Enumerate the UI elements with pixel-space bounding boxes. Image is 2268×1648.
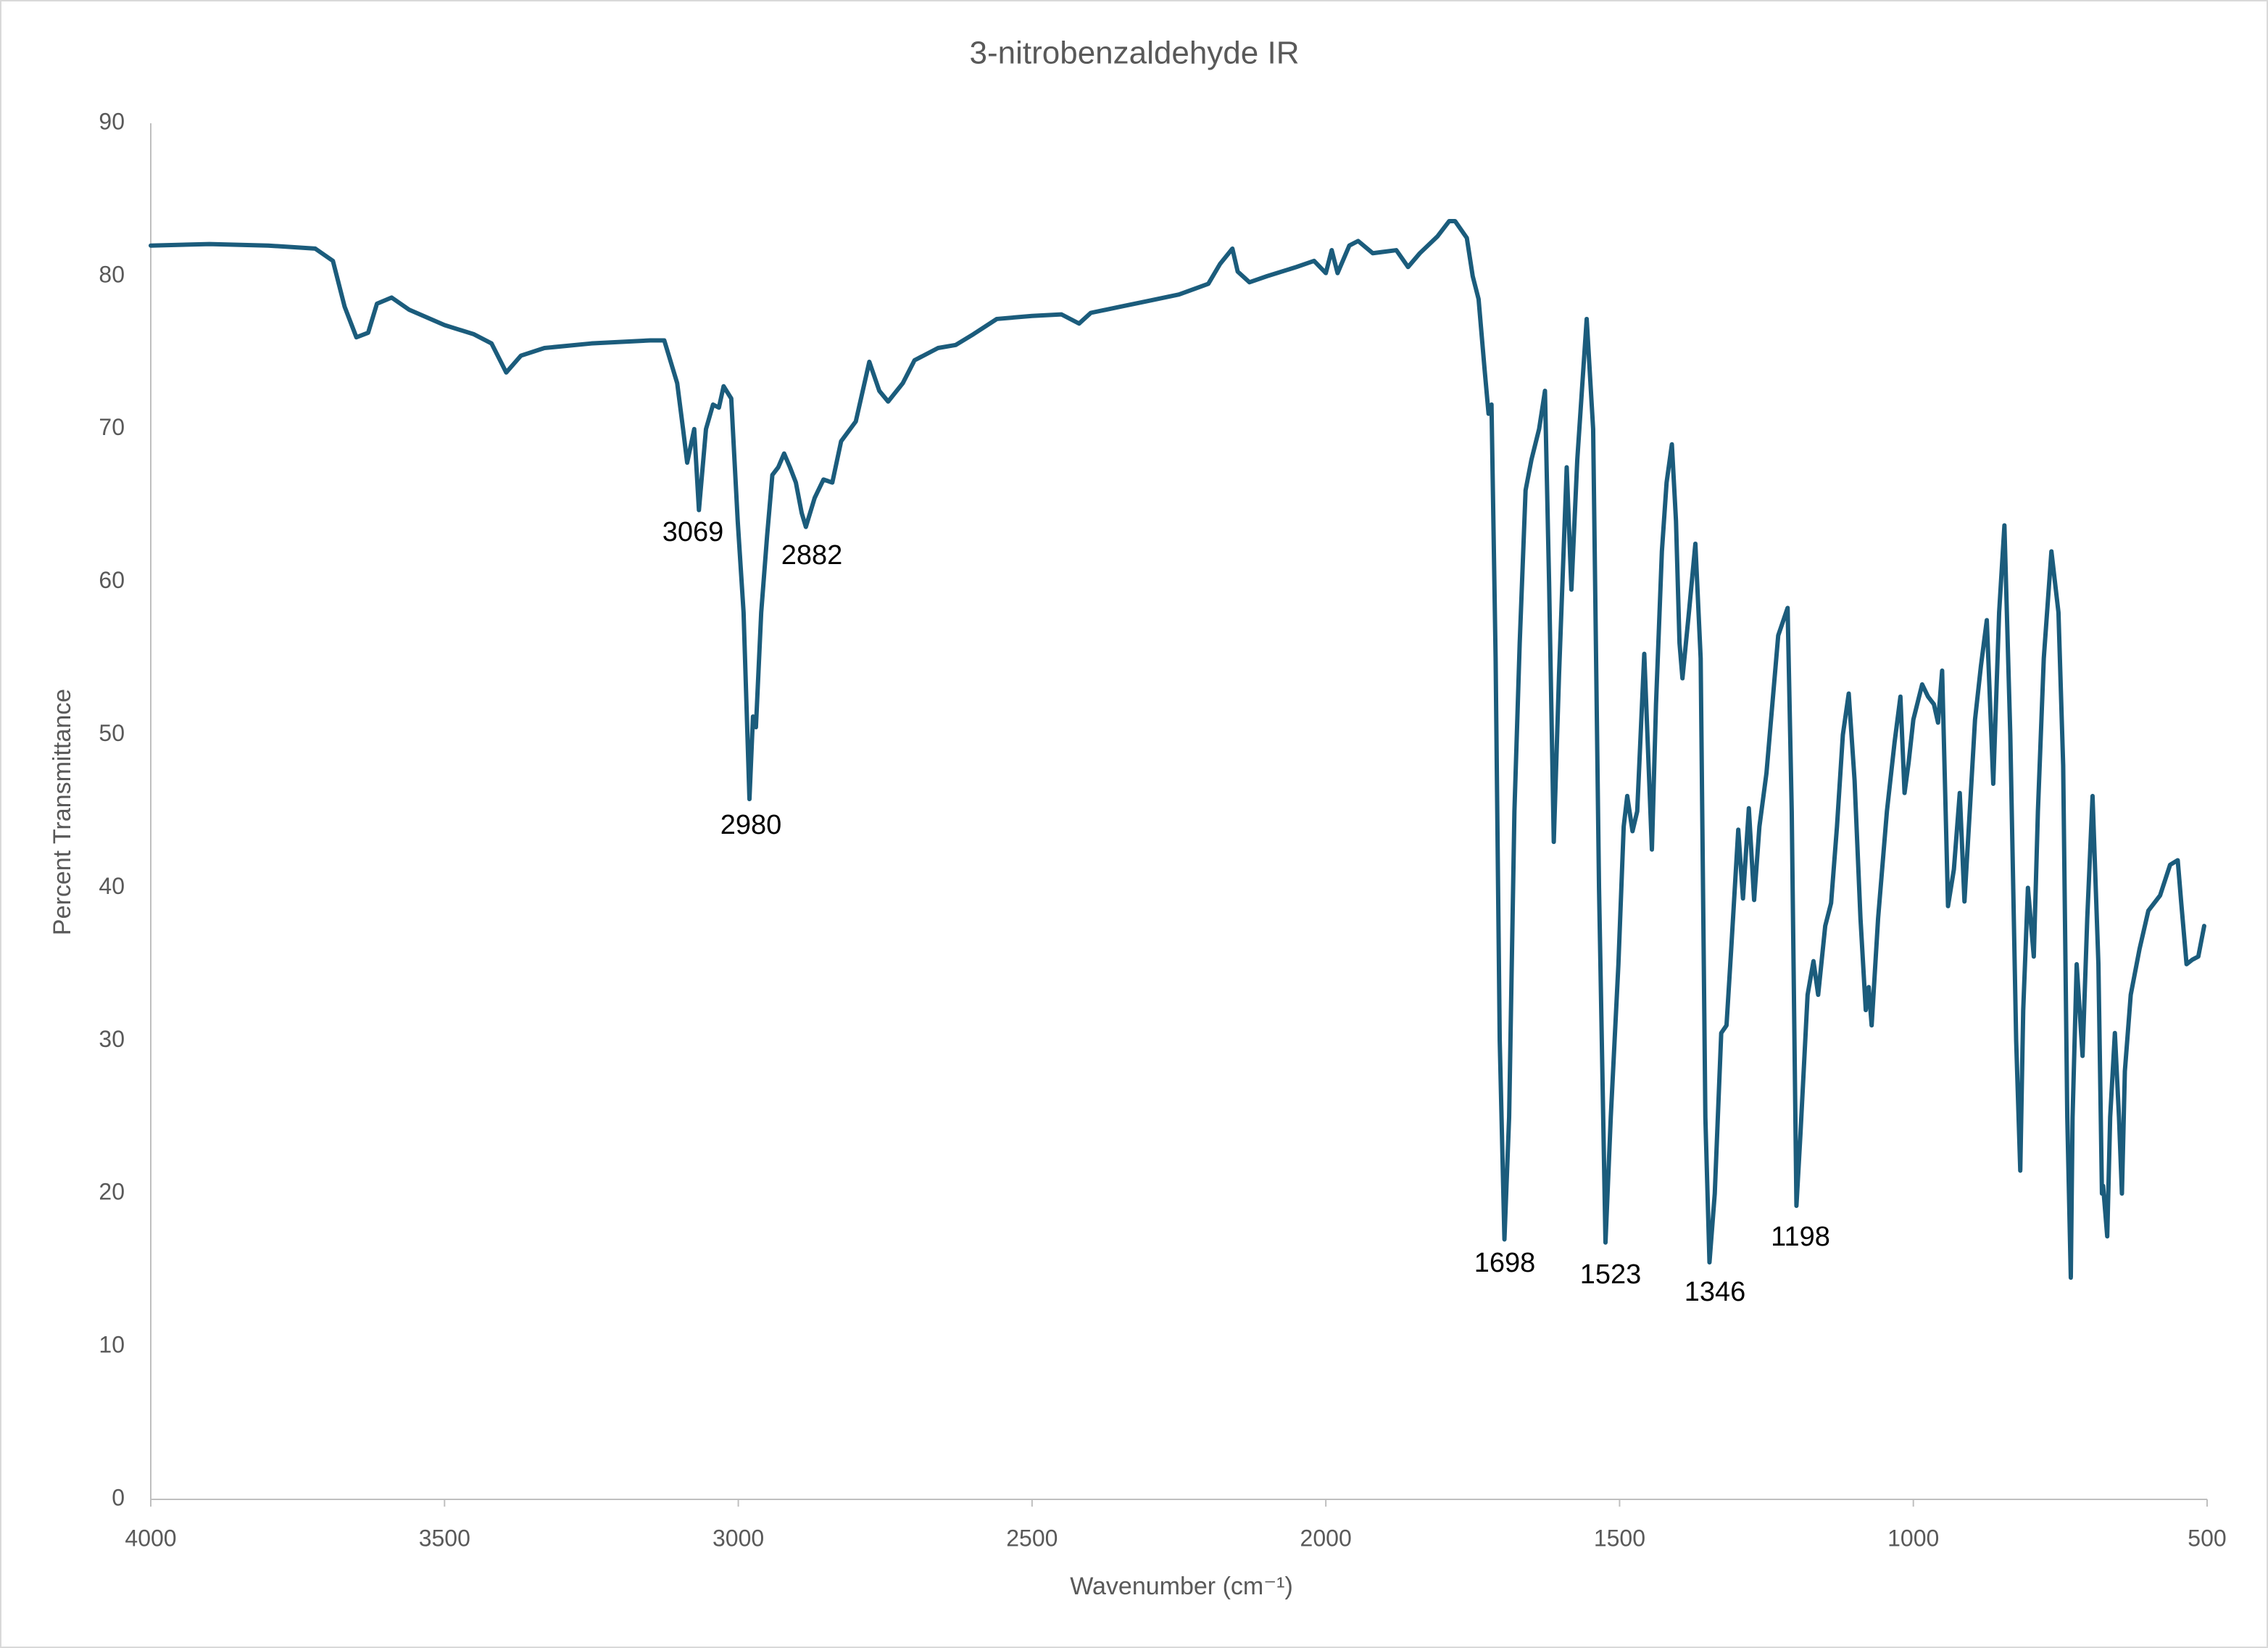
x-tick-label: 1500 (1594, 1525, 1645, 1551)
y-tick-label: 50 (99, 720, 125, 746)
y-tick-label: 70 (99, 414, 125, 440)
peak-annotation: 3069 (662, 517, 724, 547)
x-tick-label: 2500 (1006, 1525, 1058, 1551)
peak-annotation: 1698 (1474, 1248, 1536, 1278)
peak-annotation: 1198 (1771, 1222, 1830, 1252)
x-tick-label: 500 (2188, 1525, 2226, 1551)
peak-annotation: 1523 (1580, 1259, 1642, 1290)
x-axis-title: Wavenumber (cm⁻¹) (1070, 1573, 1293, 1600)
peak-annotation: 2882 (781, 540, 843, 571)
x-tick-label: 1000 (1887, 1525, 1939, 1551)
y-tick-label: 60 (99, 567, 125, 593)
chart-title: 3-nitrobenzaldehyde IR (970, 36, 1300, 71)
y-axis-title: Percent Transmittance (49, 689, 76, 935)
x-tick-label: 3000 (713, 1525, 764, 1551)
y-tick-label: 40 (99, 873, 125, 899)
y-tick-label: 80 (99, 261, 125, 287)
y-tick-label: 30 (99, 1026, 125, 1052)
y-tick-label: 20 (99, 1179, 125, 1205)
x-tick-label: 2000 (1300, 1525, 1352, 1551)
x-tick-label: 3500 (419, 1525, 470, 1551)
peak-annotation: 1346 (1685, 1277, 1746, 1307)
y-tick-label: 90 (99, 108, 125, 134)
peak-annotation: 2980 (720, 810, 782, 840)
y-tick-label: 10 (99, 1332, 125, 1358)
x-tick-label: 4000 (125, 1525, 176, 1551)
y-tick-label: 0 (112, 1484, 125, 1510)
spectrum-line (149, 218, 2206, 1280)
